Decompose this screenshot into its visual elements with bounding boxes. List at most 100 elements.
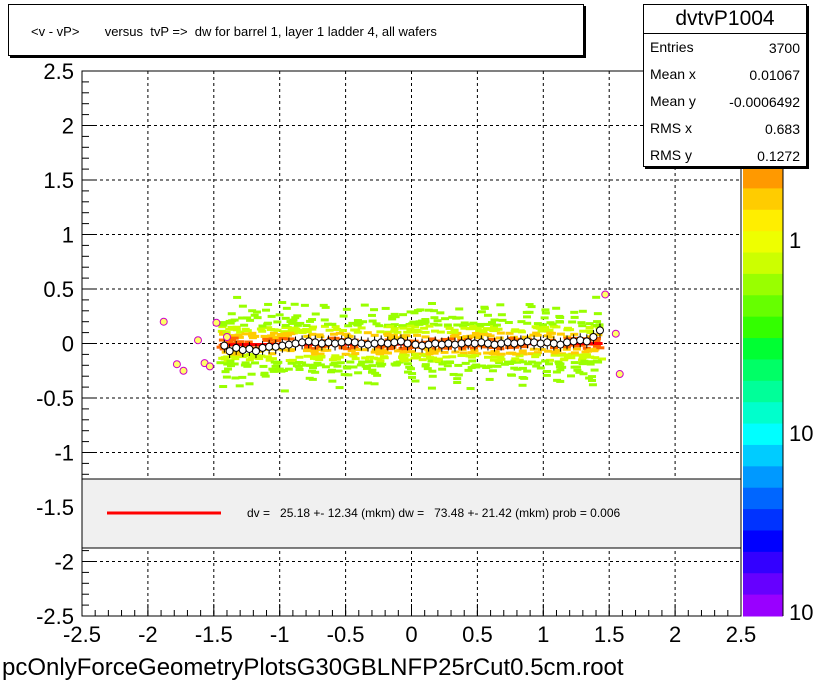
scatter-cell [258, 324, 267, 328]
scatter-cell [321, 365, 330, 369]
profile-point [563, 338, 572, 347]
scatter-cell [408, 322, 417, 326]
scatter-cell [255, 357, 264, 361]
scatter-cell [238, 316, 247, 320]
scatter-cell [303, 334, 312, 338]
stats-value: 0.1272 [757, 148, 800, 164]
scatter-cell [483, 351, 492, 355]
scatter-cell [482, 327, 491, 331]
color-bar-segment [743, 444, 783, 467]
scatter-cell [425, 350, 434, 354]
scatter-cell [592, 295, 601, 299]
scatter-cell [421, 318, 430, 322]
scatter-cell [358, 360, 367, 364]
scatter-cell [462, 344, 471, 348]
scatter-cell [327, 370, 336, 374]
scatter-cell [346, 360, 355, 364]
scatter-cell [538, 328, 547, 332]
scatter-cell [467, 351, 476, 355]
profile-point [390, 338, 399, 347]
scatter-cell [577, 321, 586, 325]
scatter-cell [243, 316, 252, 320]
scatter-cell [420, 322, 429, 326]
scatter-cell [296, 321, 305, 325]
scatter-cell [218, 332, 227, 336]
scatter-cell [219, 321, 228, 325]
scatter-cell [455, 307, 464, 311]
scatter-cell [287, 348, 296, 352]
scatter-cell [311, 312, 320, 316]
scatter-cell [438, 367, 447, 371]
scatter-cell [470, 349, 479, 353]
color-bar-segment [743, 252, 783, 275]
scatter-cell [491, 355, 500, 359]
scatter-cell [399, 324, 408, 328]
scatter-cell [343, 366, 352, 370]
profile-point [530, 338, 539, 347]
profile-point [278, 341, 287, 350]
scatter-cell [567, 374, 576, 378]
scatter-cell [390, 312, 399, 316]
scatter-cell [331, 325, 340, 329]
scatter-cell [370, 350, 379, 354]
scatter-cell [512, 352, 521, 356]
scatter-cell [494, 327, 503, 331]
scatter-cell [461, 361, 470, 365]
scatter-cell [542, 370, 551, 374]
profile-point [543, 338, 552, 347]
scatter-cell [221, 350, 230, 354]
profile-point [483, 339, 492, 348]
profile-point [225, 347, 234, 356]
scatter-cell [278, 301, 287, 305]
scatter-cell [298, 361, 307, 365]
scatter-cell [488, 321, 497, 325]
scatter-cell [334, 369, 343, 373]
scatter-cell [384, 330, 393, 334]
scatter-cell [544, 329, 553, 333]
scatter-cell [369, 356, 378, 360]
scatter-cell [532, 331, 541, 335]
scatter-cell [360, 339, 369, 343]
scatter-cell [434, 357, 443, 361]
scatter-cell [328, 358, 337, 362]
scatter-cell [395, 360, 404, 364]
scatter-cell [577, 343, 586, 347]
scatter-cell [407, 350, 416, 354]
profile-point [516, 338, 525, 347]
scatter-cell [446, 360, 455, 364]
scatter-cell [390, 329, 399, 333]
scatter-cell [310, 347, 319, 351]
scatter-cell [466, 323, 475, 327]
profile-point [556, 340, 565, 349]
scatter-cell [568, 320, 577, 324]
scatter-cell [570, 351, 579, 355]
scatter-cell [388, 317, 397, 321]
scatter-cell [440, 350, 449, 354]
scatter-cell [341, 352, 350, 356]
scatter-cell [216, 361, 225, 365]
scatter-cell [293, 314, 302, 318]
scatter-cell [361, 364, 370, 368]
scatter-cell [464, 368, 473, 372]
scatter-cell [473, 326, 482, 330]
scatter-cell [347, 349, 356, 353]
scatter-cell [550, 353, 559, 357]
color-bar-segment [743, 273, 783, 296]
scatter-cell [517, 320, 526, 324]
scatter-cell [370, 333, 379, 337]
scatter-cell [533, 361, 542, 365]
scatter-cell [426, 356, 435, 360]
title-box: <v - vP> versus tvP => dw for barrel 1, … [8, 4, 584, 56]
scatter-cell [427, 386, 436, 390]
scatter-cell [398, 335, 407, 339]
scatter-cell [365, 360, 374, 364]
scatter-cell [261, 374, 270, 378]
scatter-cell [591, 356, 600, 360]
profile-point [331, 339, 340, 348]
scatter-cell [310, 356, 319, 360]
chart-title: <v - vP> versus tvP => dw for barrel 1, … [31, 24, 437, 39]
color-bar-segment [743, 167, 783, 189]
scatter-cell [511, 357, 520, 361]
y-tick-label: -2.5 [36, 604, 74, 629]
profile-point [324, 338, 333, 347]
